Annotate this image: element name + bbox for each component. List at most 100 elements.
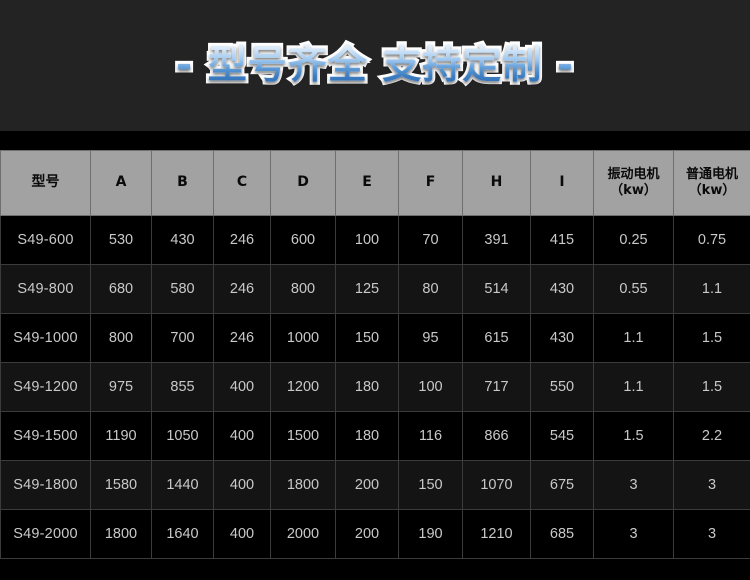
cell-a: 800 — [90, 313, 152, 363]
table-header: 型号 A B C D E F H I 振动电机 （kw） 普通电机 （kw） — [0, 150, 750, 216]
banner-title-fill: - 型号齐全 支持定制 - — [175, 43, 575, 88]
cell-h: 717 — [462, 362, 531, 412]
cell-vibration-motor: 1.1 — [593, 313, 674, 363]
cell-b: 1640 — [151, 509, 214, 559]
cell-b: 1440 — [151, 460, 214, 510]
banner-title: - 型号齐全 支持定制 - - 型号齐全 支持定制 - — [173, 43, 576, 88]
cell-model: S49-1500 — [0, 411, 91, 461]
cell-c: 246 — [213, 215, 271, 265]
cell-e: 200 — [335, 460, 399, 510]
cell-model: S49-2000 — [0, 509, 91, 559]
cell-a: 1190 — [90, 411, 152, 461]
promo-banner: - 型号齐全 支持定制 - - 型号齐全 支持定制 - — [0, 0, 750, 131]
column-header-standard-motor: 普通电机 （kw） — [673, 150, 750, 216]
table-header-row: 型号 A B C D E F H I 振动电机 （kw） 普通电机 （kw） — [0, 150, 750, 216]
cell-d: 2000 — [270, 509, 336, 559]
cell-d: 1800 — [270, 460, 336, 510]
table-row: S49-600 530 430 246 600 100 70 391 415 0… — [0, 215, 750, 265]
cell-f: 190 — [398, 509, 463, 559]
cell-i: 415 — [530, 215, 594, 265]
cell-d: 600 — [270, 215, 336, 265]
cell-model: S49-1800 — [0, 460, 91, 510]
column-header-b: B — [151, 150, 214, 216]
cell-vibration-motor: 1.1 — [593, 362, 674, 412]
cell-h: 1070 — [462, 460, 531, 510]
cell-model: S49-800 — [0, 264, 91, 314]
cell-i: 675 — [530, 460, 594, 510]
cell-standard-motor: 1.5 — [673, 313, 750, 363]
cell-e: 180 — [335, 362, 399, 412]
cell-h: 1210 — [462, 509, 531, 559]
cell-i: 430 — [530, 264, 594, 314]
cell-h: 615 — [462, 313, 531, 363]
cell-a: 530 — [90, 215, 152, 265]
cell-standard-motor: 3 — [673, 460, 750, 510]
cell-i: 545 — [530, 411, 594, 461]
cell-d: 1200 — [270, 362, 336, 412]
cell-standard-motor: 3 — [673, 509, 750, 559]
column-header-model: 型号 — [0, 150, 91, 216]
cell-f: 116 — [398, 411, 463, 461]
cell-f: 95 — [398, 313, 463, 363]
column-header-f: F — [398, 150, 463, 216]
cell-i: 430 — [530, 313, 594, 363]
cell-c: 400 — [213, 362, 271, 412]
table-body: S49-600 530 430 246 600 100 70 391 415 0… — [0, 215, 750, 559]
column-header-a: A — [90, 150, 152, 216]
cell-vibration-motor: 3 — [593, 460, 674, 510]
column-header-d: D — [270, 150, 336, 216]
column-header-vibration-motor: 振动电机 （kw） — [593, 150, 674, 216]
cell-d: 1500 — [270, 411, 336, 461]
cell-h: 391 — [462, 215, 531, 265]
cell-model: S49-1000 — [0, 313, 91, 363]
cell-h: 514 — [462, 264, 531, 314]
specification-table: 型号 A B C D E F H I 振动电机 （kw） 普通电机 （kw） — [0, 150, 750, 559]
cell-a: 1800 — [90, 509, 152, 559]
cell-e: 180 — [335, 411, 399, 461]
cell-c: 400 — [213, 411, 271, 461]
cell-d: 800 — [270, 264, 336, 314]
cell-i: 685 — [530, 509, 594, 559]
cell-b: 855 — [151, 362, 214, 412]
cell-b: 430 — [151, 215, 214, 265]
cell-c: 400 — [213, 460, 271, 510]
cell-a: 680 — [90, 264, 152, 314]
cell-standard-motor: 1.1 — [673, 264, 750, 314]
table-row: S49-1800 1580 1440 400 1800 200 150 1070… — [0, 460, 750, 510]
table-row: S49-1200 975 855 400 1200 180 100 717 55… — [0, 362, 750, 412]
cell-f: 150 — [398, 460, 463, 510]
cell-f: 70 — [398, 215, 463, 265]
table-row: S49-2000 1800 1640 400 2000 200 190 1210… — [0, 509, 750, 559]
cell-standard-motor: 2.2 — [673, 411, 750, 461]
cell-c: 400 — [213, 509, 271, 559]
banner-title-outline: - 型号齐全 支持定制 - — [173, 43, 576, 88]
cell-b: 580 — [151, 264, 214, 314]
column-header-e: E — [335, 150, 399, 216]
table-row: S49-1000 800 700 246 1000 150 95 615 430… — [0, 313, 750, 363]
cell-f: 100 — [398, 362, 463, 412]
cell-standard-motor: 0.75 — [673, 215, 750, 265]
column-header-h: H — [462, 150, 531, 216]
column-header-i: I — [530, 150, 594, 216]
cell-e: 100 — [335, 215, 399, 265]
cell-model: S49-1200 — [0, 362, 91, 412]
cell-d: 1000 — [270, 313, 336, 363]
cell-vibration-motor: 0.55 — [593, 264, 674, 314]
cell-b: 1050 — [151, 411, 214, 461]
table-row: S49-1500 1190 1050 400 1500 180 116 866 … — [0, 411, 750, 461]
cell-h: 866 — [462, 411, 531, 461]
cell-vibration-motor: 3 — [593, 509, 674, 559]
column-header-c: C — [213, 150, 271, 216]
cell-e: 125 — [335, 264, 399, 314]
cell-c: 246 — [213, 313, 271, 363]
cell-a: 975 — [90, 362, 152, 412]
cell-b: 700 — [151, 313, 214, 363]
cell-vibration-motor: 1.5 — [593, 411, 674, 461]
cell-a: 1580 — [90, 460, 152, 510]
table-row: S49-800 680 580 246 800 125 80 514 430 0… — [0, 264, 750, 314]
cell-e: 150 — [335, 313, 399, 363]
cell-e: 200 — [335, 509, 399, 559]
cell-vibration-motor: 0.25 — [593, 215, 674, 265]
cell-standard-motor: 1.5 — [673, 362, 750, 412]
